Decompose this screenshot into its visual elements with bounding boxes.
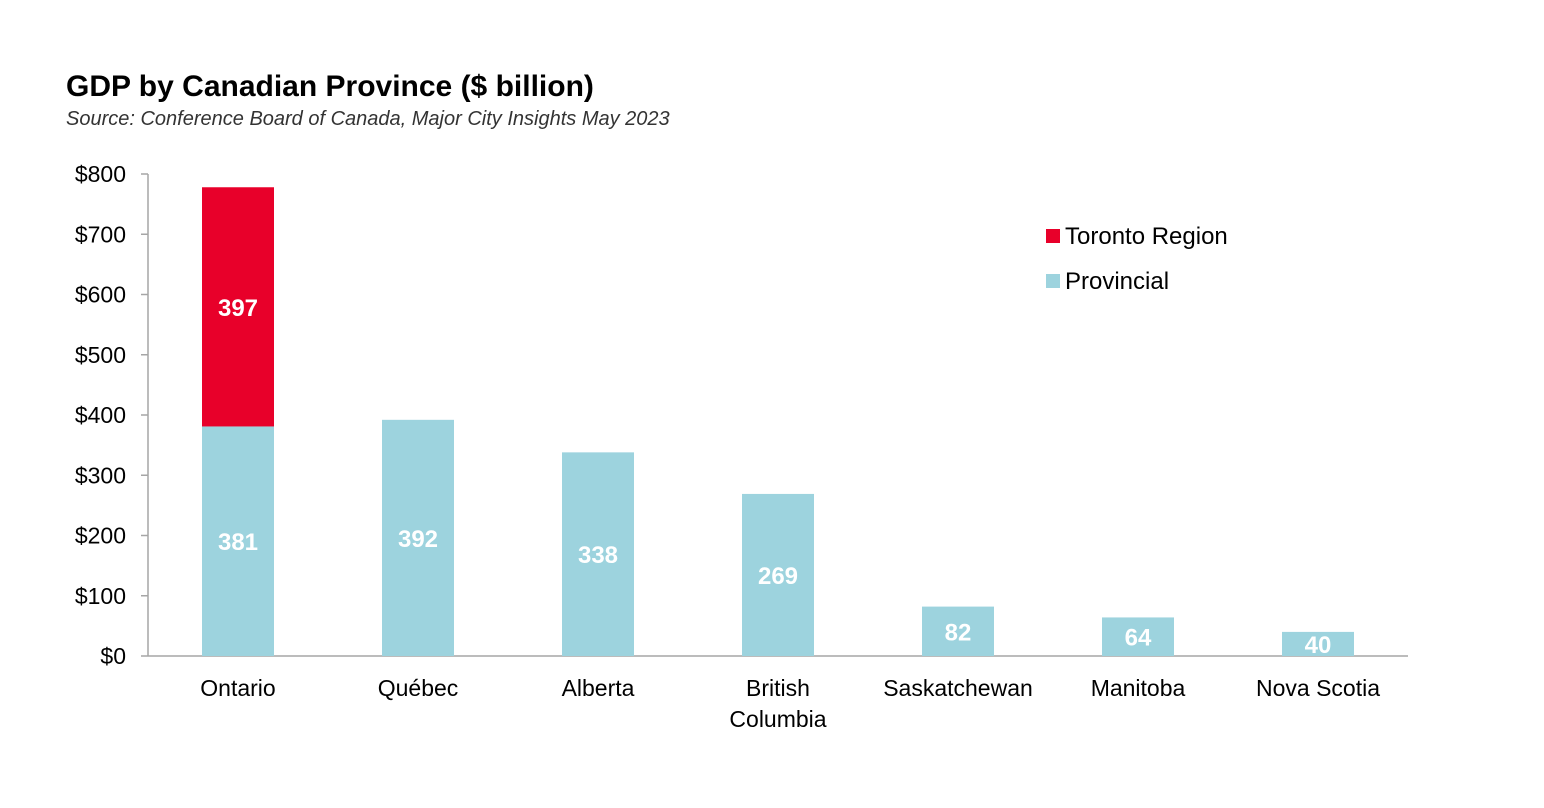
x-tick-label: Ontario xyxy=(200,675,275,701)
legend-label: Provincial xyxy=(1065,268,1169,295)
x-tick-label: British xyxy=(746,675,810,701)
bar-provincial xyxy=(1102,617,1174,656)
data-label: 40 xyxy=(1305,632,1332,659)
legend-label: Toronto Region xyxy=(1065,223,1228,250)
x-tick-label: Saskatchewan xyxy=(883,675,1033,701)
data-label: 64 xyxy=(1125,625,1152,652)
bar-toronto-region xyxy=(202,187,274,427)
y-tick-label: $600 xyxy=(75,282,126,308)
data-label: 269 xyxy=(758,563,798,590)
bar-provincial xyxy=(922,606,994,656)
bar-provincial xyxy=(382,419,454,656)
y-tick-label: $300 xyxy=(75,462,126,488)
chart-subtitle: Source: Conference Board of Canada, Majo… xyxy=(66,108,670,130)
x-tick-label: Nova Scotia xyxy=(1256,675,1380,701)
data-label: 392 xyxy=(398,526,438,553)
x-tick-label: Alberta xyxy=(562,675,635,701)
x-tick-label: Québec xyxy=(378,675,459,701)
y-tick-label: $100 xyxy=(75,583,126,609)
data-label: 397 xyxy=(218,295,258,322)
y-tick-label: $400 xyxy=(75,402,126,428)
bar-provincial xyxy=(1282,631,1354,656)
bar-provincial xyxy=(742,493,814,656)
data-label: 82 xyxy=(945,619,972,646)
legend-swatch xyxy=(1046,229,1060,243)
x-tick-label: Columbia xyxy=(729,706,826,732)
y-tick-label: $800 xyxy=(75,161,126,187)
y-tick-label: $200 xyxy=(75,523,126,549)
data-label: 381 xyxy=(218,529,258,556)
legend-swatch xyxy=(1046,274,1060,288)
y-tick-label: $500 xyxy=(75,342,126,368)
bar-provincial xyxy=(202,426,274,656)
x-tick-label: Manitoba xyxy=(1091,675,1186,701)
y-tick-label: $0 xyxy=(100,643,126,669)
chart-title: GDP by Canadian Province ($ billion) xyxy=(66,70,594,103)
y-tick-label: $700 xyxy=(75,221,126,247)
data-label: 338 xyxy=(578,542,618,569)
bar-provincial xyxy=(562,452,634,656)
